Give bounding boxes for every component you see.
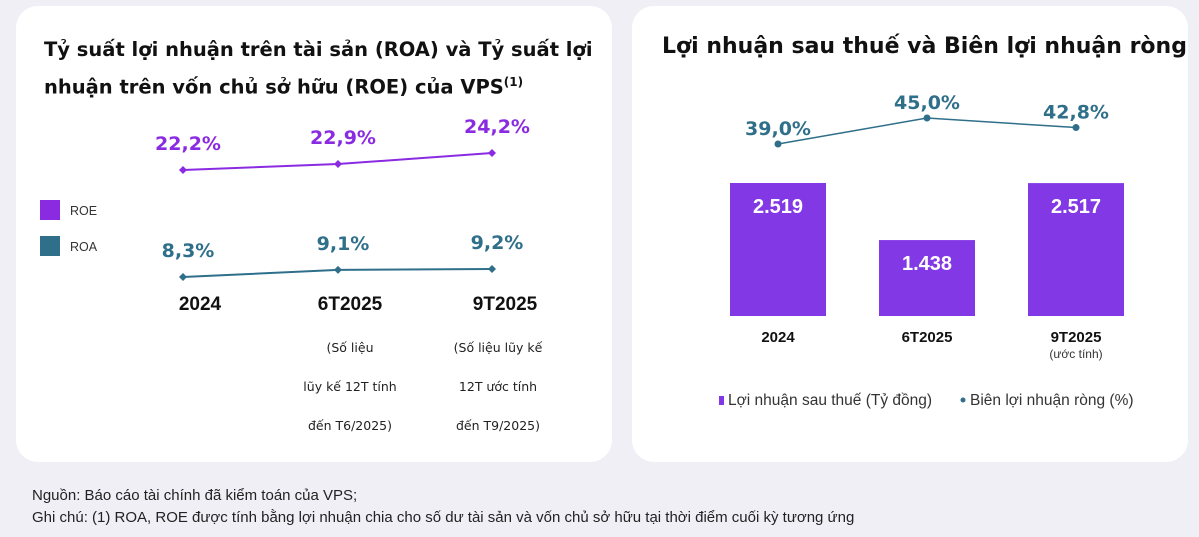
category-note-6t2025: (Số liệu|lũy kế 12T tính|đến T6/2025) <box>265 339 435 434</box>
roe-data-label: 24,2% <box>464 116 530 138</box>
profit-bar <box>1028 183 1124 316</box>
x-tick-label: 2024 <box>761 329 795 346</box>
roa-data-label: 8,3% <box>162 240 215 262</box>
legend-swatch-profit <box>719 396 724 405</box>
roe-data-label: 22,9% <box>310 127 376 149</box>
note-line: đến T9/2025) <box>455 418 540 433</box>
roa-roe-card <box>16 6 612 462</box>
margin-point <box>923 114 931 122</box>
legend-label-profit: Lợi nhuận sau thuế (Tỷ đồng) <box>728 392 932 409</box>
note-line: (Số liệu lũy kế <box>453 340 543 355</box>
legend-swatch-roe <box>40 200 60 220</box>
roe-data-label: 22,2% <box>155 133 221 155</box>
roa-data-label: 9,2% <box>471 232 524 254</box>
x-tick-label: 9T2025 <box>1051 329 1102 346</box>
legend-label-roe: ROE <box>70 204 97 218</box>
margin-data-label: 45,0% <box>894 92 960 114</box>
x-tick-label: 2024 <box>179 294 222 315</box>
note-line: lũy kế 12T tính <box>303 379 397 394</box>
x-tick-label: 9T2025 <box>473 294 538 315</box>
bar-value-label: 1.438 <box>902 253 952 275</box>
legend-swatch-margin <box>960 397 966 403</box>
legend-label-margin: Biên lợi nhuận ròng (%) <box>970 392 1134 409</box>
roe-point <box>488 149 496 157</box>
x-tick-label: 6T2025 <box>318 294 383 315</box>
roa-data-label: 9,1% <box>317 233 370 255</box>
x-tick-label: 6T2025 <box>902 329 953 346</box>
roa-point <box>179 273 187 281</box>
roa-point <box>488 264 496 273</box>
category-note: (ước tính) <box>1049 347 1102 361</box>
roa-point <box>334 265 342 274</box>
roe-point <box>334 160 342 169</box>
footnote: Ghi chú: (1) ROA, ROE được tính bằng lợi… <box>32 509 855 526</box>
source-note: Nguồn: Báo cáo tài chính đã kiểm toán củ… <box>32 487 358 504</box>
margin-point <box>1072 124 1080 132</box>
roe-point <box>179 166 187 174</box>
category-note-9t2025: (Số liệu lũy kế|12T ước tính|đến T9/2025… <box>413 339 583 434</box>
note-line: (Số liệu <box>326 340 374 355</box>
title-superscript: (1) <box>503 75 524 89</box>
title-text: Tỷ suất lợi nhuận trên tài sản (ROA) và … <box>44 38 593 99</box>
roa-roe-chart-title: Tỷ suất lợi nhuận trên tài sản (ROA) và … <box>44 34 604 104</box>
margin-line <box>777 117 1077 145</box>
legend-label-roa: ROA <box>70 240 98 254</box>
legend-swatch-roa <box>40 236 60 256</box>
note-line: đến T6/2025) <box>307 418 392 433</box>
margin-data-label: 42,8% <box>1043 102 1109 124</box>
bar-value-label: 2.519 <box>753 196 803 218</box>
margin-point <box>774 140 782 148</box>
profit-chart-title: Lợi nhuận sau thuế và Biên lợi nhuận ròn… <box>662 34 1187 59</box>
profit-bar <box>879 240 975 316</box>
margin-data-label: 39,0% <box>745 118 811 140</box>
bar-value-label: 2.517 <box>1051 196 1101 218</box>
profit-bar <box>730 183 826 316</box>
note-line: 12T ước tính <box>458 379 538 394</box>
